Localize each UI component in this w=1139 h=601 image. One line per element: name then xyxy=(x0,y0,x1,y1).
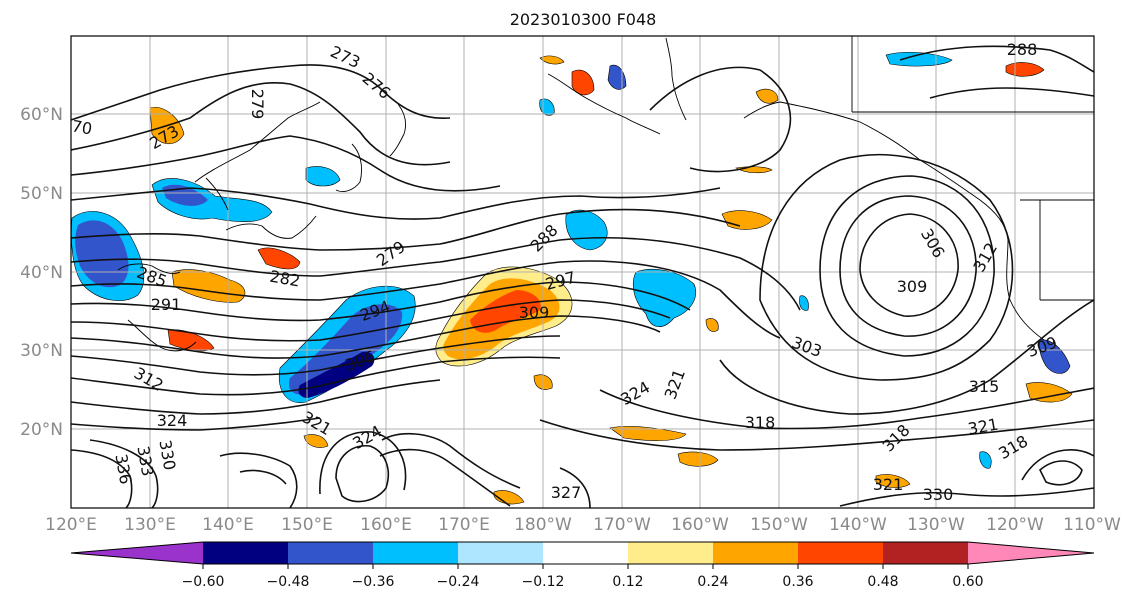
contour-lines xyxy=(71,45,1094,508)
contour-label: 279 xyxy=(248,89,267,120)
shade-region xyxy=(257,247,301,270)
figure-title: 2023010300 F048 xyxy=(510,10,657,29)
lon-label: 160°E xyxy=(360,515,412,535)
contour-label: 324 xyxy=(157,411,188,430)
colorbar-tick-label: −0.12 xyxy=(522,574,565,590)
lon-label: 160°W xyxy=(671,515,729,535)
lon-label: 170°E xyxy=(438,515,490,535)
colorbar-cell-0 xyxy=(71,542,203,564)
lon-label: 150°W xyxy=(750,515,808,535)
shade-region xyxy=(799,295,809,311)
positive-shading xyxy=(149,55,1073,505)
shade-region xyxy=(305,166,341,187)
colorbar-cell-1 xyxy=(203,542,288,564)
lon-label: 120°W xyxy=(986,515,1044,535)
shade-region xyxy=(875,474,911,488)
map-frame xyxy=(70,35,1095,509)
lon-axis: 120°E 130°E 140°E 150°E 160°E 170°E 180°… xyxy=(45,515,1121,535)
colorbar-tick-label: −0.36 xyxy=(352,574,395,590)
contour-label: 309 xyxy=(519,303,550,322)
shade-region xyxy=(979,451,992,469)
shade-region xyxy=(288,304,403,395)
lon-label: 150°E xyxy=(281,515,333,535)
shade-region xyxy=(539,55,565,65)
shade-region xyxy=(705,318,719,332)
colorbar-tick-label: 0.12 xyxy=(612,574,643,590)
lon-label: 130°W xyxy=(907,515,965,535)
colorbar-ticks xyxy=(202,564,969,569)
colorbar: −0.60 −0.48 −0.36 −0.24 −0.12 0.12 0.24 … xyxy=(70,541,1095,590)
lon-label: 110°W xyxy=(1063,515,1121,535)
colorbar-cell-6 xyxy=(628,542,713,564)
colorbar-tick-label: 0.24 xyxy=(697,574,728,590)
shade-region xyxy=(609,426,687,441)
colorbar-tick-label: 0.36 xyxy=(782,574,813,590)
colorbar-cell-4 xyxy=(458,542,543,564)
colorbar-cell-10 xyxy=(968,542,1094,564)
contour-label: 327 xyxy=(551,483,582,502)
colorbar-tick-label: 0.48 xyxy=(867,574,898,590)
lat-label: 30°N xyxy=(20,341,63,361)
colorbar-cell-5 xyxy=(543,542,628,564)
colorbar-tick-label: −0.48 xyxy=(267,574,310,590)
shade-region xyxy=(677,451,719,467)
contour-label: 330 xyxy=(923,485,954,504)
lon-label: 140°E xyxy=(202,515,254,535)
shade-region xyxy=(755,88,779,104)
colorbar-cell-3 xyxy=(373,542,458,564)
contour-label: 321 xyxy=(873,475,904,494)
lat-axis: 20°N 30°N 40°N 50°N 60°N xyxy=(20,105,63,440)
colorbar-cell-9 xyxy=(883,542,968,564)
gridlines xyxy=(71,36,1094,508)
shade-region xyxy=(303,434,329,448)
colorbar-cell-8 xyxy=(798,542,883,564)
lat-label: 60°N xyxy=(20,105,63,125)
colorbar-tick-label: −0.24 xyxy=(437,574,480,590)
lat-label: 50°N xyxy=(20,184,63,204)
shade-region xyxy=(1038,339,1071,374)
lon-label: 130°E xyxy=(124,515,176,535)
shade-region xyxy=(470,290,541,333)
lon-label: 170°W xyxy=(593,515,651,535)
contour-label: 291 xyxy=(151,295,182,314)
colorbar-cell-7 xyxy=(713,542,798,564)
colorbar-tick-label: −0.60 xyxy=(182,574,225,590)
colorbar-tick-label: 0.60 xyxy=(952,574,983,590)
lon-label: 140°W xyxy=(829,515,887,535)
map-panel: 270 273 276 279 273 288 279 288 297 306 … xyxy=(20,35,1121,535)
contour-label: 288 xyxy=(1007,40,1038,59)
contour-label: 318 xyxy=(745,413,776,432)
colorbar-cell-2 xyxy=(288,542,373,564)
contour-label: 270 xyxy=(60,115,93,139)
lat-label: 20°N xyxy=(20,420,63,440)
lon-label: 180°W xyxy=(514,515,572,535)
contour-label: 315 xyxy=(969,377,1000,396)
lon-label: 120°E xyxy=(45,515,97,535)
coastlines xyxy=(117,36,1094,352)
contour-label: 309 xyxy=(897,277,928,296)
shade-region xyxy=(1025,382,1073,403)
lat-label: 40°N xyxy=(20,263,63,283)
